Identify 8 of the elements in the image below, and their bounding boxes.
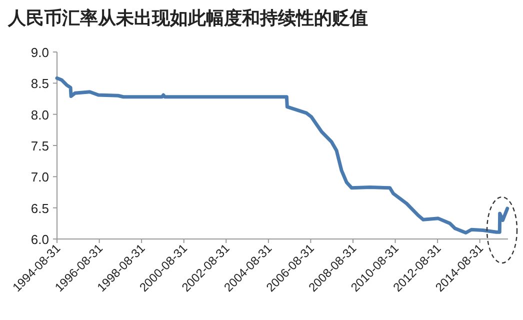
ytick-label: 7.5 — [30, 138, 49, 154]
ytick-label: 8.0 — [30, 107, 49, 122]
ytick-label: 6.0 — [30, 232, 49, 247]
ytick-label: 8.5 — [30, 76, 49, 92]
title: 人民币汇率从未出现如此幅度和持续性的贬值 — [8, 8, 368, 28]
ytick-label: 7.0 — [30, 170, 49, 185]
ytick-label: 6.5 — [30, 200, 49, 216]
ytick-label: 9.0 — [30, 45, 49, 60]
